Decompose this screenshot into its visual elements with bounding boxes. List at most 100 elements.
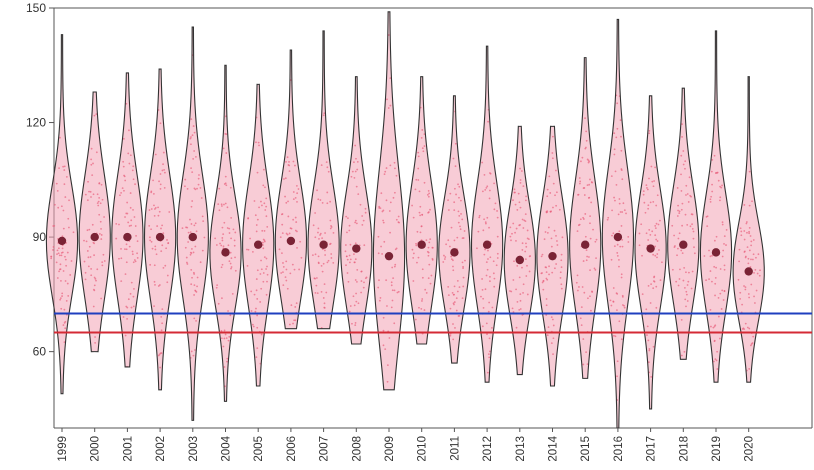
jitter-point bbox=[542, 280, 545, 283]
jitter-point bbox=[395, 174, 398, 177]
jitter-point bbox=[196, 276, 199, 279]
jitter-point bbox=[652, 253, 655, 256]
jitter-point bbox=[613, 153, 616, 156]
jitter-point bbox=[450, 226, 453, 229]
jitter-point bbox=[640, 223, 643, 226]
jitter-point bbox=[354, 221, 357, 224]
jitter-point bbox=[191, 200, 194, 202]
jitter-point bbox=[560, 287, 563, 290]
jitter-point bbox=[190, 143, 192, 146]
jitter-point bbox=[744, 255, 747, 258]
jitter-point bbox=[618, 265, 620, 268]
violin-fill bbox=[602, 19, 634, 428]
jitter-point bbox=[392, 196, 395, 199]
jitter-point bbox=[487, 310, 490, 313]
mean-point bbox=[90, 232, 99, 242]
jitter-point bbox=[723, 268, 726, 271]
jitter-point bbox=[458, 286, 461, 289]
jitter-point bbox=[295, 302, 298, 305]
jitter-point bbox=[620, 276, 623, 279]
jitter-point bbox=[162, 267, 165, 269]
jitter-point bbox=[380, 192, 383, 195]
jitter-point bbox=[723, 242, 725, 245]
jitter-point bbox=[189, 137, 192, 140]
jitter-point bbox=[233, 244, 236, 247]
jitter-point bbox=[692, 237, 695, 240]
jitter-point bbox=[740, 234, 743, 237]
jitter-point bbox=[323, 307, 326, 309]
jitter-point bbox=[63, 165, 66, 168]
jitter-point bbox=[713, 239, 716, 242]
jitter-point bbox=[459, 225, 461, 228]
jitter-point bbox=[612, 287, 615, 289]
mean-point bbox=[548, 251, 557, 261]
jitter-point bbox=[650, 376, 653, 378]
jitter-point bbox=[746, 326, 749, 329]
jitter-point bbox=[353, 253, 355, 256]
jitter-point bbox=[677, 237, 680, 240]
jitter-point bbox=[256, 314, 259, 317]
jitter-point bbox=[456, 279, 459, 282]
jitter-point bbox=[684, 298, 687, 301]
jitter-point bbox=[546, 195, 549, 198]
jitter-point bbox=[387, 107, 390, 109]
jitter-point bbox=[489, 172, 491, 174]
jitter-point bbox=[353, 161, 355, 164]
jitter-point bbox=[57, 247, 60, 250]
jitter-point bbox=[391, 289, 394, 292]
jitter-point bbox=[655, 204, 658, 207]
jitter-point bbox=[555, 191, 558, 194]
jitter-point bbox=[423, 309, 426, 311]
jitter-point bbox=[428, 241, 431, 244]
jitter-point bbox=[650, 165, 653, 168]
jitter-point bbox=[229, 251, 232, 254]
jitter-point bbox=[427, 254, 430, 257]
jitter-point bbox=[737, 278, 740, 281]
jitter-point bbox=[256, 326, 259, 329]
violin-2010 bbox=[372, 11, 406, 391]
jitter-point bbox=[86, 250, 89, 252]
jitter-point bbox=[685, 194, 687, 196]
jitter-point bbox=[260, 268, 263, 271]
jitter-point bbox=[587, 297, 589, 300]
jitter-point bbox=[122, 316, 125, 318]
jitter-point bbox=[447, 239, 450, 242]
jitter-point bbox=[687, 280, 690, 283]
jitter-point bbox=[133, 216, 136, 218]
jitter-point bbox=[487, 353, 490, 356]
jitter-point bbox=[656, 194, 659, 197]
jitter-point bbox=[710, 170, 713, 173]
jitter-point bbox=[250, 290, 253, 293]
jitter-point bbox=[525, 275, 528, 277]
jitter-point bbox=[648, 129, 651, 132]
mean-point bbox=[679, 240, 688, 249]
violin-fill bbox=[242, 84, 274, 387]
jitter-point bbox=[263, 239, 266, 242]
jitter-point bbox=[462, 276, 465, 279]
jitter-point bbox=[753, 271, 755, 274]
jitter-point bbox=[426, 193, 429, 196]
jitter-point bbox=[711, 183, 713, 186]
jitter-point bbox=[346, 231, 348, 234]
jitter-point bbox=[153, 215, 156, 217]
jitter-point bbox=[313, 277, 316, 280]
jitter-point bbox=[428, 192, 431, 195]
jitter-point bbox=[711, 280, 713, 283]
jitter-point bbox=[420, 308, 423, 310]
jitter-point bbox=[488, 337, 491, 340]
jitter-point bbox=[233, 239, 236, 242]
jitter-point bbox=[290, 304, 293, 307]
jitter-point bbox=[478, 214, 481, 217]
jitter-point bbox=[518, 308, 521, 311]
jitter-point bbox=[135, 234, 137, 237]
jitter-point bbox=[293, 268, 296, 271]
jitter-point bbox=[58, 167, 60, 170]
jitter-point bbox=[132, 261, 135, 264]
jitter-point bbox=[647, 339, 650, 342]
jitter-point bbox=[332, 231, 335, 234]
violin-fill bbox=[340, 76, 372, 345]
jitter-point bbox=[685, 305, 687, 308]
jitter-point bbox=[552, 135, 554, 138]
jitter-point bbox=[296, 192, 299, 195]
jitter-point bbox=[514, 203, 517, 206]
